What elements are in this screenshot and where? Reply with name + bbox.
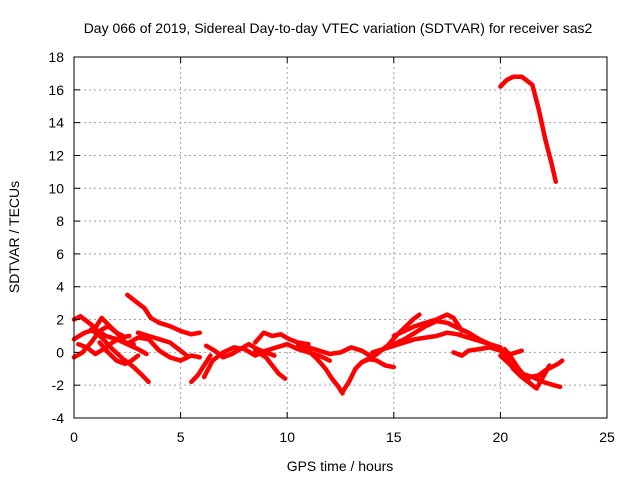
series-track-21 xyxy=(391,312,465,339)
y-tick-label: 14 xyxy=(48,115,64,131)
y-tick-label: 18 xyxy=(48,49,64,65)
series-track-11 xyxy=(201,345,269,380)
series-track-15 xyxy=(263,341,333,363)
y-tick-label: 12 xyxy=(48,147,64,163)
series-track-27 xyxy=(502,346,552,391)
y-tick-label: 10 xyxy=(48,180,64,196)
series-track-16 xyxy=(306,348,345,396)
x-tick-label: 25 xyxy=(599,429,615,445)
x-tick-label: 5 xyxy=(177,429,185,445)
series-track-5 xyxy=(88,327,151,385)
y-tick-label: 16 xyxy=(48,82,64,98)
x-tick-label: 15 xyxy=(386,429,402,445)
series-track-6 xyxy=(97,340,141,367)
plot-frame xyxy=(73,56,608,419)
series-track-28 xyxy=(498,74,559,184)
x-tick-label: 10 xyxy=(279,429,295,445)
y-tick-label: 6 xyxy=(56,246,64,262)
tick-layer xyxy=(73,56,608,419)
tick-labels: 0 5 10 15 20 25 -4 -2 0 2 4 6 8 10 12 14 16 18 xyxy=(48,49,615,445)
series-track-12 xyxy=(203,341,277,360)
chart-title: Day 066 of 2019, Sidereal Day-to-day VTE… xyxy=(84,20,593,36)
y-axis-label: SDTVAR / TECUs xyxy=(6,181,22,293)
y-tick-label: -4 xyxy=(52,410,65,426)
series-layer xyxy=(71,74,565,396)
x-tick-label: 0 xyxy=(70,429,78,445)
y-tick-label: 4 xyxy=(56,279,64,295)
y-tick-label: 8 xyxy=(56,213,64,229)
series-track-8 xyxy=(135,330,190,358)
grid-layer xyxy=(74,57,607,418)
y-tick-label: 2 xyxy=(56,312,64,328)
series-track-9 xyxy=(127,335,203,363)
series-track-2 xyxy=(71,327,149,357)
series-track-14 xyxy=(252,348,288,381)
x-tick-label: 20 xyxy=(493,429,509,445)
series-track-4 xyxy=(71,323,136,360)
y-tick-label: 0 xyxy=(56,344,64,360)
series-track-13 xyxy=(252,330,311,347)
series-track-17 xyxy=(340,356,397,394)
series-track-18 xyxy=(295,343,375,360)
series-track-10 xyxy=(189,353,213,385)
series-track-19 xyxy=(359,312,422,365)
x-axis-label: GPS time / hours xyxy=(287,458,394,474)
y-tick-label: -2 xyxy=(52,377,65,393)
series-track-7 xyxy=(125,292,203,337)
